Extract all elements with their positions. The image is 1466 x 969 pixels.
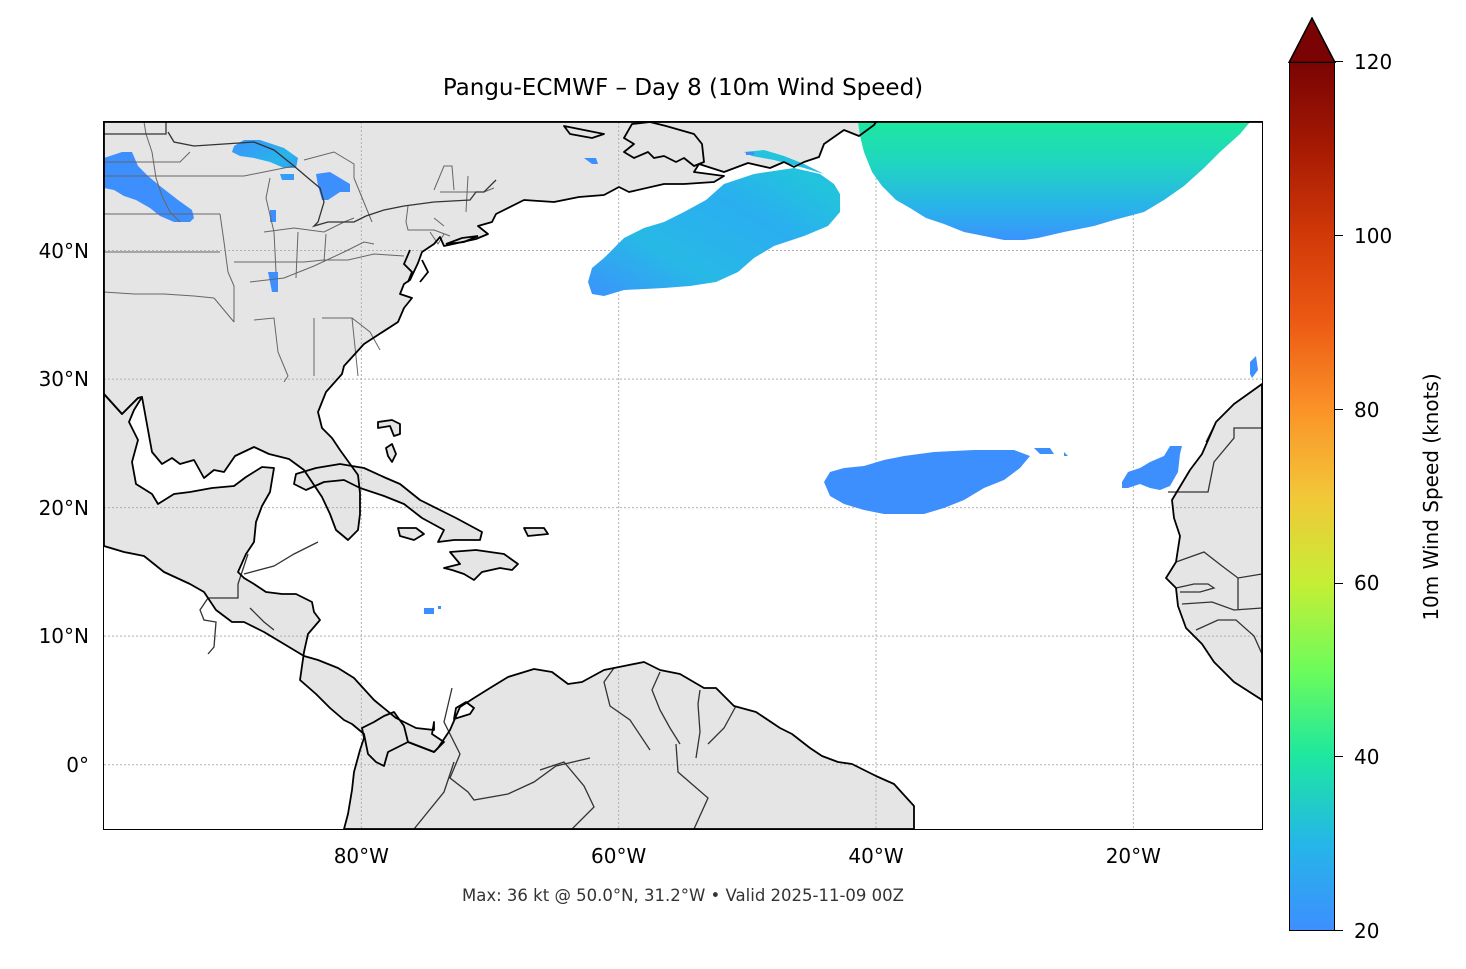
- anticosti-land: [564, 126, 604, 138]
- lat-tick-label: 30°N: [38, 367, 89, 392]
- mali-guinea-border: [1181, 578, 1262, 655]
- puerto-rico-coastline: [523, 527, 549, 537]
- wind-patch-upper-midwest: [104, 152, 194, 222]
- colorbar-tick-mark: [1335, 408, 1343, 410]
- north-america-land: [104, 122, 1262, 540]
- west-africa-land: [1166, 384, 1262, 700]
- bahamas-andros-coastline: [377, 419, 401, 437]
- lat-tick-label: 10°N: [38, 624, 89, 649]
- colorbar-tick-mark: [1335, 930, 1343, 932]
- wind-patch-gulf-st-lawrence: [584, 158, 598, 164]
- jamaica-land: [398, 528, 424, 540]
- wind-patch-canary-patch: [1122, 446, 1182, 490]
- colorbar-tick-mark: [1335, 235, 1343, 237]
- lon-tick-label: 60°W: [591, 844, 647, 868]
- state-border: [104, 213, 235, 322]
- gambia-border: [1175, 583, 1216, 593]
- west-africa-coastline: [1165, 383, 1262, 701]
- us-canada-great-lakes-border: [167, 131, 497, 228]
- state-border: [104, 165, 295, 177]
- lat-tick-label: 40°N: [38, 238, 89, 263]
- guyana-suriname-border: [651, 671, 681, 745]
- colorbar-extend-arrow: [1288, 17, 1336, 63]
- south-america-coastline: [343, 661, 915, 829]
- wind-patch-lake-superior: [232, 140, 298, 180]
- state-border: [234, 253, 405, 263]
- state-border: [263, 217, 355, 233]
- wind-speed-layer: [104, 122, 1258, 614]
- lat-tick-label: 0°: [66, 752, 89, 777]
- colorbar-tick-label: 60: [1354, 571, 1380, 596]
- state-border: [405, 205, 451, 237]
- colorbar-tick-label: 80: [1354, 397, 1380, 422]
- bahamas-andros-land: [378, 420, 400, 436]
- state-border: [104, 151, 191, 163]
- colorbar-tick-label: 120: [1354, 50, 1393, 74]
- state-border: [249, 241, 375, 283]
- wind-patch-colombia-coast: [424, 606, 441, 614]
- chesapeake-coastline: [402, 249, 414, 283]
- hispaniola-coastline: [443, 549, 519, 581]
- jamaica-coastline: [397, 527, 425, 541]
- suriname-guiana-border: [695, 689, 737, 759]
- lon-tick-label: 80°W: [333, 844, 389, 868]
- coastlines: [104, 122, 1262, 829]
- lat-tick-label: 20°N: [38, 495, 89, 520]
- cuba-coastline: [293, 463, 483, 543]
- wind-patch-nova-scotia-speck: [746, 152, 754, 155]
- wind-patch-lake-michigan: [268, 210, 278, 292]
- wind-patch-nw-atlantic-streak: [588, 150, 840, 296]
- newfoundland-land: [624, 122, 704, 166]
- max-wind-caption: Max: 36 kt @ 50.0°N, 31.2°W • Valid 2025…: [462, 886, 904, 905]
- lon-tick-label: 40°W: [848, 844, 904, 868]
- colorbar-tick-mark: [1335, 61, 1343, 63]
- map-plot-area[interactable]: [104, 122, 1262, 829]
- colorbar-tick-label: 40: [1354, 745, 1380, 770]
- brazil-inner-border: [539, 743, 709, 829]
- colorbar-tick-mark: [1335, 582, 1343, 584]
- chart-title: Pangu-ECMWF – Day 8 (10m Wind Speed): [442, 75, 924, 101]
- north-america-coastline: [104, 122, 1262, 541]
- state-border: [104, 291, 235, 323]
- bahamas-2-coastline: [385, 443, 397, 463]
- mauritania-senegal-border: [1175, 551, 1262, 579]
- colorbar-tick-label: 20: [1354, 919, 1380, 943]
- honduras-nicaragua-border: [243, 541, 319, 631]
- hispaniola-land: [444, 550, 518, 580]
- anticosti-coastline: [563, 125, 605, 139]
- guatemala-mexico-border: [199, 553, 249, 655]
- colorbar-label: 10m Wind Speed (knots): [1419, 373, 1443, 621]
- mexico-central-america-coastline: [104, 393, 445, 767]
- state-border: [273, 231, 327, 279]
- wind-patch-north-atlantic-arc: [858, 122, 1250, 240]
- country-borders: [104, 122, 1262, 829]
- colorbar-tick-label: 100: [1354, 223, 1393, 248]
- long-island-coastline: [445, 235, 479, 245]
- wind-patch-central-atlantic-patch: [824, 448, 1068, 514]
- venezuela-guyana-border: [603, 667, 651, 751]
- newfoundland-coastline: [623, 122, 705, 167]
- state-borders: [104, 122, 495, 383]
- state-border: [253, 317, 381, 383]
- south-america-land: [344, 662, 914, 829]
- colorbar-tick-mark: [1335, 756, 1343, 758]
- delmarva-coastline: [419, 259, 430, 283]
- us-canada-49-border: [104, 122, 167, 135]
- state-border: [429, 231, 445, 245]
- wind-patch-madeira-edge: [1250, 356, 1258, 378]
- colombia-venezuela-border: [413, 687, 591, 829]
- mexico-central-america-land: [104, 394, 444, 766]
- wind-patch-lake-huron: [316, 172, 350, 200]
- lon-tick-label: 20°W: [1105, 844, 1161, 868]
- colorbar: [1289, 62, 1335, 931]
- map-canvas: [104, 122, 1262, 829]
- cuba-land: [294, 464, 482, 542]
